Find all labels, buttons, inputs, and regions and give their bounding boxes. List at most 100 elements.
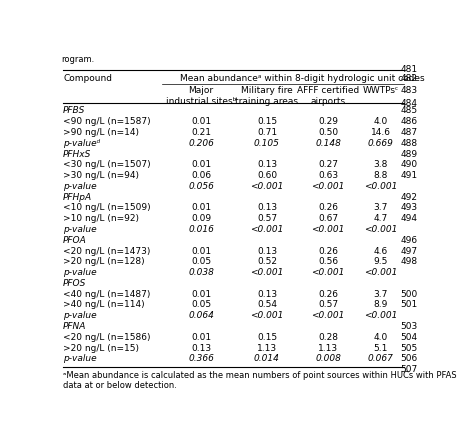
Text: <90 ng/L (n=1587): <90 ng/L (n=1587) xyxy=(63,117,151,126)
Text: 0.008: 0.008 xyxy=(315,354,341,363)
Text: ᵃMean abundance is calculated as the mean numbers of point sources within HUCs w: ᵃMean abundance is calculated as the mea… xyxy=(63,371,457,380)
Text: 0.15: 0.15 xyxy=(257,117,277,126)
Text: PFHxS: PFHxS xyxy=(63,150,91,159)
Text: 0.26: 0.26 xyxy=(318,204,338,212)
Text: 4.6: 4.6 xyxy=(374,246,388,255)
Text: 481: 481 xyxy=(400,65,417,74)
Text: 0.28: 0.28 xyxy=(318,333,338,342)
Text: 0.067: 0.067 xyxy=(368,354,394,363)
Text: 0.63: 0.63 xyxy=(318,171,338,180)
Text: <0.001: <0.001 xyxy=(364,311,398,320)
Text: 0.13: 0.13 xyxy=(257,204,277,212)
Text: <0.001: <0.001 xyxy=(364,225,398,234)
Text: <0.001: <0.001 xyxy=(311,182,345,191)
Text: Compound: Compound xyxy=(63,74,112,83)
Text: p-value: p-value xyxy=(63,268,97,277)
Text: 493: 493 xyxy=(400,204,417,212)
Text: Military fire
training areas: Military fire training areas xyxy=(236,86,299,106)
Text: 8.8: 8.8 xyxy=(374,171,388,180)
Text: 494: 494 xyxy=(401,214,417,223)
Text: 0.014: 0.014 xyxy=(254,354,280,363)
Text: >30 ng/L (n=94): >30 ng/L (n=94) xyxy=(63,171,139,180)
Text: 503: 503 xyxy=(400,322,417,331)
Text: <10 ng/L (n=1509): <10 ng/L (n=1509) xyxy=(63,204,151,212)
Text: 500: 500 xyxy=(400,290,417,299)
Text: 0.01: 0.01 xyxy=(191,117,211,126)
Text: 0.15: 0.15 xyxy=(257,333,277,342)
Text: 0.064: 0.064 xyxy=(188,311,214,320)
Text: 0.038: 0.038 xyxy=(188,268,214,277)
Text: p-value: p-value xyxy=(63,225,97,234)
Text: 0.016: 0.016 xyxy=(188,225,214,234)
Text: 0.366: 0.366 xyxy=(188,354,214,363)
Text: 0.26: 0.26 xyxy=(318,290,338,299)
Text: WWTPsᶜ: WWTPsᶜ xyxy=(363,86,399,96)
Text: 0.01: 0.01 xyxy=(191,290,211,299)
Text: 0.05: 0.05 xyxy=(191,300,211,309)
Text: >40 ng/L (n=114): >40 ng/L (n=114) xyxy=(63,300,145,309)
Text: 505: 505 xyxy=(400,343,417,353)
Text: <0.001: <0.001 xyxy=(250,182,283,191)
Text: 0.05: 0.05 xyxy=(191,258,211,266)
Text: 0.669: 0.669 xyxy=(368,139,394,148)
Text: 0.56: 0.56 xyxy=(318,258,338,266)
Text: <40 ng/L (n=1487): <40 ng/L (n=1487) xyxy=(63,290,151,299)
Text: 3.7: 3.7 xyxy=(374,290,388,299)
Text: p-valueᵈ: p-valueᵈ xyxy=(63,139,100,148)
Text: Mean abundanceᵃ within 8-digit hydrologic unit codes: Mean abundanceᵃ within 8-digit hydrologi… xyxy=(180,74,425,83)
Text: 0.71: 0.71 xyxy=(257,128,277,137)
Text: 0.67: 0.67 xyxy=(318,214,338,223)
Text: p-value: p-value xyxy=(63,311,97,320)
Text: 506: 506 xyxy=(400,354,417,363)
Text: 3.8: 3.8 xyxy=(374,160,388,169)
Text: 486: 486 xyxy=(400,117,417,126)
Text: 483: 483 xyxy=(400,86,417,96)
Text: 0.27: 0.27 xyxy=(318,160,338,169)
Text: >90 ng/L (n=14): >90 ng/L (n=14) xyxy=(63,128,139,137)
Text: data at or below detection.: data at or below detection. xyxy=(63,380,177,390)
Text: 0.21: 0.21 xyxy=(191,128,211,137)
Text: <0.001: <0.001 xyxy=(250,268,283,277)
Text: 0.13: 0.13 xyxy=(191,343,211,353)
Text: 3.7: 3.7 xyxy=(374,204,388,212)
Text: 0.01: 0.01 xyxy=(191,333,211,342)
Text: 0.13: 0.13 xyxy=(257,246,277,255)
Text: 4.0: 4.0 xyxy=(374,333,388,342)
Text: 0.13: 0.13 xyxy=(257,160,277,169)
Text: <0.001: <0.001 xyxy=(364,182,398,191)
Text: 0.01: 0.01 xyxy=(191,160,211,169)
Text: 1.13: 1.13 xyxy=(318,343,338,353)
Text: 4.7: 4.7 xyxy=(374,214,388,223)
Text: PFOS: PFOS xyxy=(63,279,86,288)
Text: <0.001: <0.001 xyxy=(250,225,283,234)
Text: 482: 482 xyxy=(401,74,417,83)
Text: 0.01: 0.01 xyxy=(191,246,211,255)
Text: <0.001: <0.001 xyxy=(311,268,345,277)
Text: p-value: p-value xyxy=(63,354,97,363)
Text: 0.056: 0.056 xyxy=(188,182,214,191)
Text: 0.01: 0.01 xyxy=(191,204,211,212)
Text: <20 ng/L (n=1473): <20 ng/L (n=1473) xyxy=(63,246,151,255)
Text: >10 ng/L (n=92): >10 ng/L (n=92) xyxy=(63,214,139,223)
Text: 0.57: 0.57 xyxy=(318,300,338,309)
Text: 0.54: 0.54 xyxy=(257,300,277,309)
Text: rogram.: rogram. xyxy=(62,55,95,64)
Text: Major
industrial sitesᵇ: Major industrial sitesᵇ xyxy=(166,86,237,106)
Text: 9.5: 9.5 xyxy=(374,258,388,266)
Text: 0.50: 0.50 xyxy=(318,128,338,137)
Text: 8.9: 8.9 xyxy=(374,300,388,309)
Text: 504: 504 xyxy=(400,333,417,342)
Text: PFOA: PFOA xyxy=(63,236,87,245)
Text: 0.06: 0.06 xyxy=(191,171,211,180)
Text: 490: 490 xyxy=(400,160,417,169)
Text: <0.001: <0.001 xyxy=(311,225,345,234)
Text: <0.001: <0.001 xyxy=(250,311,283,320)
Text: >20 ng/L (n=128): >20 ng/L (n=128) xyxy=(63,258,145,266)
Text: <30 ng/L (n=1507): <30 ng/L (n=1507) xyxy=(63,160,151,169)
Text: <0.001: <0.001 xyxy=(311,311,345,320)
Text: 501: 501 xyxy=(400,300,417,309)
Text: 14.6: 14.6 xyxy=(371,128,391,137)
Text: 496: 496 xyxy=(400,236,417,245)
Text: AFFF certified
airports: AFFF certified airports xyxy=(297,86,359,106)
Text: 498: 498 xyxy=(400,258,417,266)
